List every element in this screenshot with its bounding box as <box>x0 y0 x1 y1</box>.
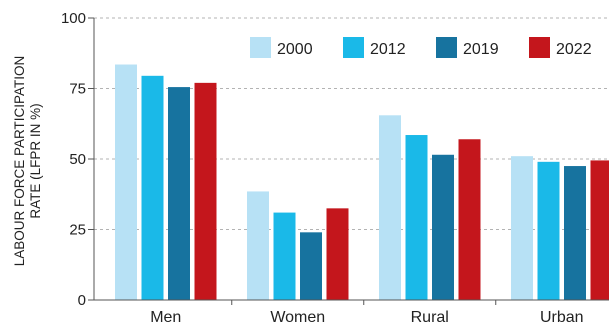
bar-women-2019 <box>300 232 322 300</box>
bar-rural-2012 <box>405 135 428 300</box>
bar-urban-2022 <box>590 160 609 300</box>
legend-label-2019: 2019 <box>463 41 499 58</box>
bar-rural-2000 <box>379 115 401 300</box>
y-tick-label: 100 <box>61 10 86 27</box>
legend-swatch-2019 <box>436 37 457 58</box>
legend-label-2022: 2022 <box>556 41 592 58</box>
bar-men-2019 <box>168 87 190 300</box>
legend: 2000 2012 2019 2022 <box>250 37 592 58</box>
y-tick-label: 50 <box>69 151 86 168</box>
bar-men-2022 <box>194 82 217 300</box>
bar-urban-2012 <box>537 161 560 300</box>
bar-rural-2019 <box>432 154 454 300</box>
bar-urban-2000 <box>511 156 533 300</box>
bar-women-2022 <box>326 208 349 300</box>
bar-men-2000 <box>115 64 137 300</box>
x-category-label: Men <box>150 309 181 326</box>
x-category-label: Rural <box>411 309 449 326</box>
y-axis-ticks: 0 25 50 75 100 <box>61 10 94 309</box>
bar-rural-2022 <box>458 139 481 300</box>
y-tick-label: 0 <box>78 292 86 309</box>
y-tick-label: 25 <box>69 222 86 239</box>
bar-men-2012 <box>141 75 164 300</box>
bars <box>115 64 609 300</box>
legend-swatch-2000 <box>250 37 271 58</box>
bar-women-2012 <box>273 212 296 300</box>
y-axis-title-line-1: LABOUR FORCE PARTICIPATION <box>12 56 27 267</box>
y-axis-title: LABOUR FORCE PARTICIPATION RATE (LFPR IN… <box>12 56 43 267</box>
bar-urban-2019 <box>564 166 586 300</box>
x-axis-categories: Men Women Rural Urban <box>150 300 584 326</box>
y-tick-label: 75 <box>69 81 86 98</box>
legend-label-2012: 2012 <box>370 41 406 58</box>
y-axis-title-line-2: RATE (LFPR IN %) <box>28 103 43 218</box>
legend-swatch-2012 <box>343 37 364 58</box>
x-category-label: Women <box>270 309 325 326</box>
legend-swatch-2022 <box>529 37 550 58</box>
bar-women-2000 <box>247 191 269 300</box>
legend-label-2000: 2000 <box>277 41 313 58</box>
x-category-label: Urban <box>540 309 584 326</box>
